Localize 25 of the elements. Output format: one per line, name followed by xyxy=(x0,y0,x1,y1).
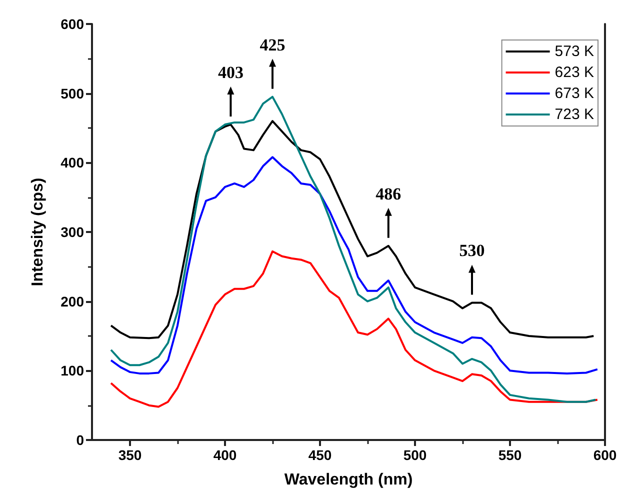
line-series xyxy=(110,156,598,374)
x-tick-label: 400 xyxy=(213,447,237,463)
y-tick-label: 400 xyxy=(60,154,84,171)
annotation: 403 xyxy=(218,63,244,82)
y-axis-title: Intensity (cps) xyxy=(30,178,46,286)
legend-label: 673 K xyxy=(554,85,594,102)
y-tick-label: 200 xyxy=(60,293,84,310)
x-tick-label: 350 xyxy=(118,447,142,463)
x-tick-label: 550 xyxy=(498,447,522,463)
annotation: 486 xyxy=(376,184,402,204)
legend-label: 623 K xyxy=(554,64,594,81)
annotation: 425 xyxy=(260,35,286,54)
y-tick-label: 600 xyxy=(60,16,84,32)
x-tick-label: 600 xyxy=(593,447,617,463)
y-tick-label: 100 xyxy=(60,362,84,379)
x-tick-label: 450 xyxy=(308,447,332,463)
y-tick-label: 0 xyxy=(76,432,84,448)
legend-label: 723 K xyxy=(554,106,594,123)
x-tick-label: 500 xyxy=(403,447,427,463)
annotation: 530 xyxy=(459,241,485,260)
y-tick-label: 500 xyxy=(60,85,84,102)
x-axis-title: Wavelength (nm) xyxy=(284,472,413,488)
y-tick-label: 300 xyxy=(60,224,84,240)
line-series xyxy=(110,120,595,340)
legend-label: 573 K xyxy=(554,43,594,60)
